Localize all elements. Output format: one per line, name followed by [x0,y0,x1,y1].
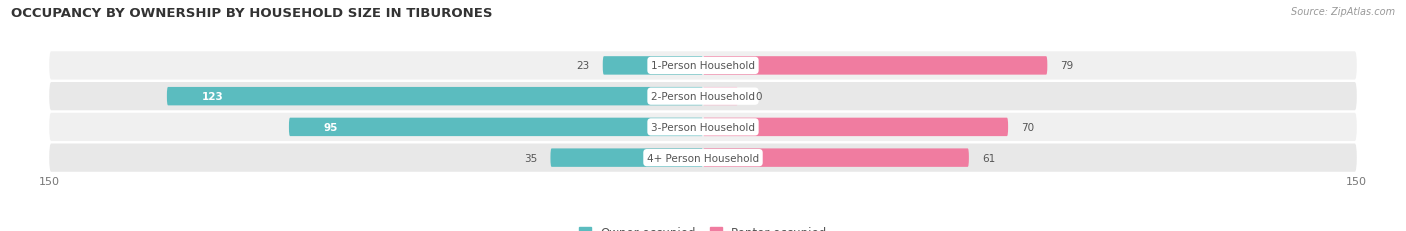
Text: 0: 0 [755,92,762,102]
FancyBboxPatch shape [49,52,1357,80]
FancyBboxPatch shape [49,144,1357,172]
Legend: Owner-occupied, Renter-occupied: Owner-occupied, Renter-occupied [574,221,832,231]
Text: 123: 123 [202,92,224,102]
Text: 23: 23 [576,61,589,71]
Text: 61: 61 [981,153,995,163]
FancyBboxPatch shape [703,149,969,167]
FancyBboxPatch shape [290,118,703,137]
Text: Source: ZipAtlas.com: Source: ZipAtlas.com [1291,7,1395,17]
Text: 70: 70 [1021,122,1035,132]
FancyBboxPatch shape [603,57,703,75]
FancyBboxPatch shape [49,83,1357,111]
Text: 35: 35 [524,153,537,163]
FancyBboxPatch shape [49,113,1357,141]
Text: 95: 95 [323,122,339,132]
Text: 2-Person Household: 2-Person Household [651,92,755,102]
FancyBboxPatch shape [551,149,703,167]
FancyBboxPatch shape [703,88,738,106]
Text: 79: 79 [1060,61,1074,71]
Text: 1-Person Household: 1-Person Household [651,61,755,71]
FancyBboxPatch shape [167,88,703,106]
FancyBboxPatch shape [703,57,1047,75]
FancyBboxPatch shape [703,118,1008,137]
Text: 4+ Person Household: 4+ Person Household [647,153,759,163]
Text: OCCUPANCY BY OWNERSHIP BY HOUSEHOLD SIZE IN TIBURONES: OCCUPANCY BY OWNERSHIP BY HOUSEHOLD SIZE… [11,7,492,20]
Text: 3-Person Household: 3-Person Household [651,122,755,132]
